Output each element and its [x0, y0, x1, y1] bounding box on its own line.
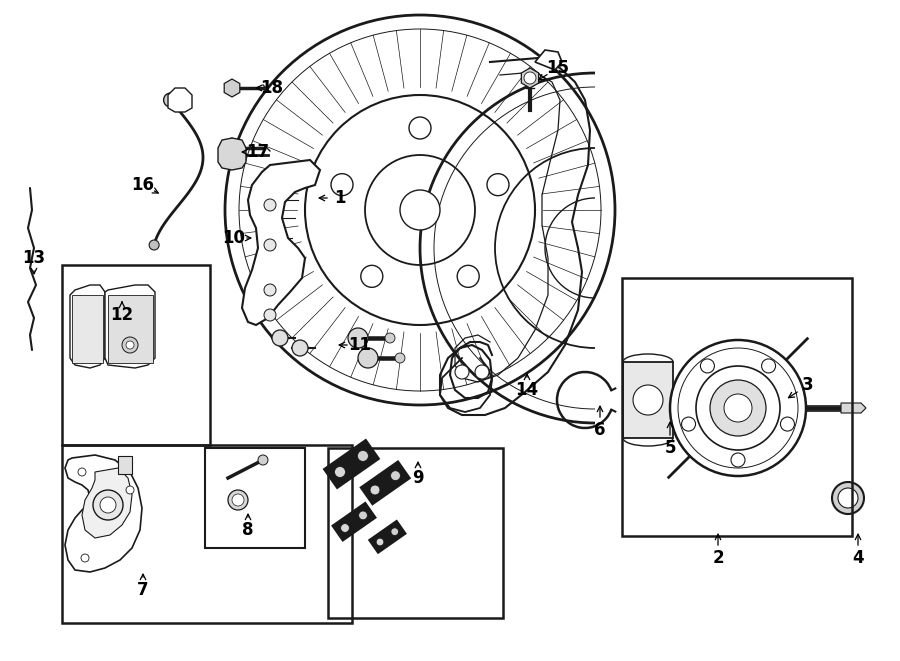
Circle shape: [780, 417, 795, 431]
Circle shape: [832, 482, 864, 514]
Circle shape: [633, 385, 663, 415]
Circle shape: [258, 455, 268, 465]
Circle shape: [292, 340, 308, 356]
Circle shape: [264, 309, 276, 321]
Circle shape: [724, 394, 752, 422]
Circle shape: [358, 511, 367, 520]
Text: 12: 12: [111, 306, 133, 324]
Circle shape: [78, 468, 86, 476]
Polygon shape: [168, 88, 192, 112]
Circle shape: [681, 417, 696, 431]
Circle shape: [164, 93, 177, 107]
Circle shape: [710, 380, 766, 436]
Polygon shape: [224, 79, 239, 97]
Circle shape: [391, 471, 401, 481]
Text: 7: 7: [137, 581, 148, 599]
Bar: [62, 445, 352, 623]
Bar: [118, 456, 132, 474]
Circle shape: [838, 488, 858, 508]
Circle shape: [122, 337, 138, 353]
Text: 5: 5: [664, 439, 676, 457]
Circle shape: [761, 359, 776, 373]
Circle shape: [409, 117, 431, 139]
Bar: [328, 448, 503, 618]
Bar: [205, 448, 305, 548]
Circle shape: [126, 486, 134, 494]
Circle shape: [335, 467, 346, 477]
Circle shape: [340, 524, 349, 532]
Circle shape: [93, 490, 123, 520]
Circle shape: [670, 340, 806, 476]
Text: 4: 4: [852, 549, 864, 567]
Circle shape: [228, 490, 248, 510]
Text: 9: 9: [412, 469, 424, 487]
Polygon shape: [535, 50, 562, 70]
Polygon shape: [105, 285, 155, 368]
Text: 11: 11: [348, 336, 372, 354]
Polygon shape: [223, 138, 240, 158]
Circle shape: [475, 365, 489, 379]
Circle shape: [487, 174, 509, 196]
Text: 10: 10: [222, 229, 246, 247]
Text: 2: 2: [712, 549, 724, 567]
Polygon shape: [242, 160, 320, 325]
Circle shape: [126, 341, 134, 349]
Text: 1: 1: [334, 189, 346, 207]
Circle shape: [455, 365, 469, 379]
Bar: [72, 295, 103, 363]
Text: 18: 18: [260, 79, 284, 97]
Text: 14: 14: [516, 381, 538, 399]
Bar: [622, 278, 852, 536]
Circle shape: [358, 348, 378, 368]
Circle shape: [331, 174, 353, 196]
Circle shape: [81, 554, 89, 562]
Circle shape: [391, 528, 399, 535]
Circle shape: [149, 240, 159, 250]
Text: 13: 13: [22, 249, 46, 267]
Circle shape: [385, 333, 395, 343]
Circle shape: [348, 328, 368, 348]
Circle shape: [376, 538, 384, 546]
Circle shape: [272, 330, 288, 346]
Circle shape: [232, 494, 244, 506]
Circle shape: [370, 485, 380, 495]
Bar: [62, 265, 210, 445]
Polygon shape: [521, 68, 539, 88]
Polygon shape: [65, 455, 142, 572]
Text: 17: 17: [247, 143, 270, 161]
Text: 6: 6: [594, 421, 606, 439]
Text: 15: 15: [546, 59, 570, 77]
Circle shape: [264, 199, 276, 211]
Circle shape: [731, 453, 745, 467]
Polygon shape: [841, 403, 866, 413]
Circle shape: [264, 284, 276, 296]
Circle shape: [400, 190, 440, 230]
Text: 8: 8: [242, 521, 254, 539]
Circle shape: [457, 265, 479, 288]
Circle shape: [700, 359, 715, 373]
Bar: [108, 295, 153, 363]
Text: 16: 16: [131, 176, 155, 194]
Circle shape: [524, 72, 536, 84]
Circle shape: [100, 497, 116, 513]
Polygon shape: [82, 468, 132, 538]
Text: 3: 3: [802, 376, 814, 394]
Polygon shape: [70, 285, 105, 368]
Bar: [623, 362, 673, 438]
Circle shape: [395, 353, 405, 363]
Polygon shape: [218, 138, 246, 170]
Circle shape: [357, 450, 368, 461]
Circle shape: [696, 366, 780, 450]
Circle shape: [361, 265, 382, 288]
Circle shape: [264, 239, 276, 251]
